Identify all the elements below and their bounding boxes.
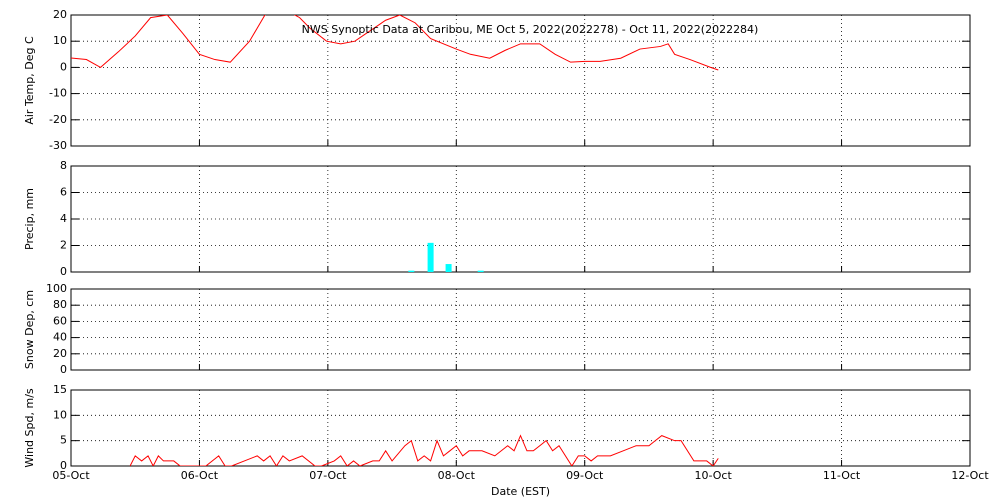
bar xyxy=(427,242,434,272)
y-tick-label: 20 xyxy=(53,8,67,21)
y-axis-label: Air Temp, Deg C xyxy=(23,36,36,125)
y-tick-label: 80 xyxy=(53,298,67,311)
y-tick-label: -30 xyxy=(49,139,67,152)
x-tick-label: 05-Oct xyxy=(52,469,90,482)
x-axis-label: Date (EST) xyxy=(491,485,550,498)
y-tick-label: 10 xyxy=(53,34,67,47)
y-axis-label: Precip, mm xyxy=(23,188,36,250)
y-tick-label: 15 xyxy=(53,383,67,396)
bar xyxy=(445,264,452,272)
y-tick-label: 0 xyxy=(60,265,67,278)
plot-frame xyxy=(70,14,971,147)
y-tick-label: 60 xyxy=(53,314,67,327)
bar xyxy=(477,270,484,272)
x-tick-label: 11-Oct xyxy=(823,469,861,482)
y-tick-label: 5 xyxy=(60,434,67,447)
y-tick-label: 100 xyxy=(46,282,67,295)
plot-frame xyxy=(70,288,971,371)
y-tick-label: 20 xyxy=(53,347,67,360)
chart-title: NWS Synoptic Data at Caribou, ME Oct 5, … xyxy=(302,23,759,36)
y-tick-label: 40 xyxy=(53,331,67,344)
plot-frame xyxy=(70,389,971,467)
y-tick-label: 8 xyxy=(60,159,67,172)
x-tick-label: 09-Oct xyxy=(566,469,604,482)
x-tick-label: 08-Oct xyxy=(438,469,476,482)
x-tick-label: 06-Oct xyxy=(181,469,219,482)
plot-frame xyxy=(70,165,971,273)
y-tick-label: 0 xyxy=(60,60,67,73)
y-tick-label: 10 xyxy=(53,408,67,421)
y-tick-label: 6 xyxy=(60,186,67,199)
y-tick-label: -10 xyxy=(49,87,67,100)
data-line xyxy=(129,434,719,466)
y-tick-label: 2 xyxy=(60,239,67,252)
bar xyxy=(408,270,415,272)
y-tick-label: 0 xyxy=(60,459,67,472)
data-line xyxy=(71,15,719,71)
y-axis-label: Snow Dep, cm xyxy=(23,290,36,369)
x-tick-label: 10-Oct xyxy=(694,469,732,482)
y-tick-label: 4 xyxy=(60,212,67,225)
y-tick-label: 0 xyxy=(60,363,67,376)
x-tick-label: 07-Oct xyxy=(309,469,347,482)
y-axis-label: Wind Spd, m/s xyxy=(23,388,36,468)
x-tick-label: 12-Oct xyxy=(951,469,989,482)
y-tick-label: -20 xyxy=(49,113,67,126)
